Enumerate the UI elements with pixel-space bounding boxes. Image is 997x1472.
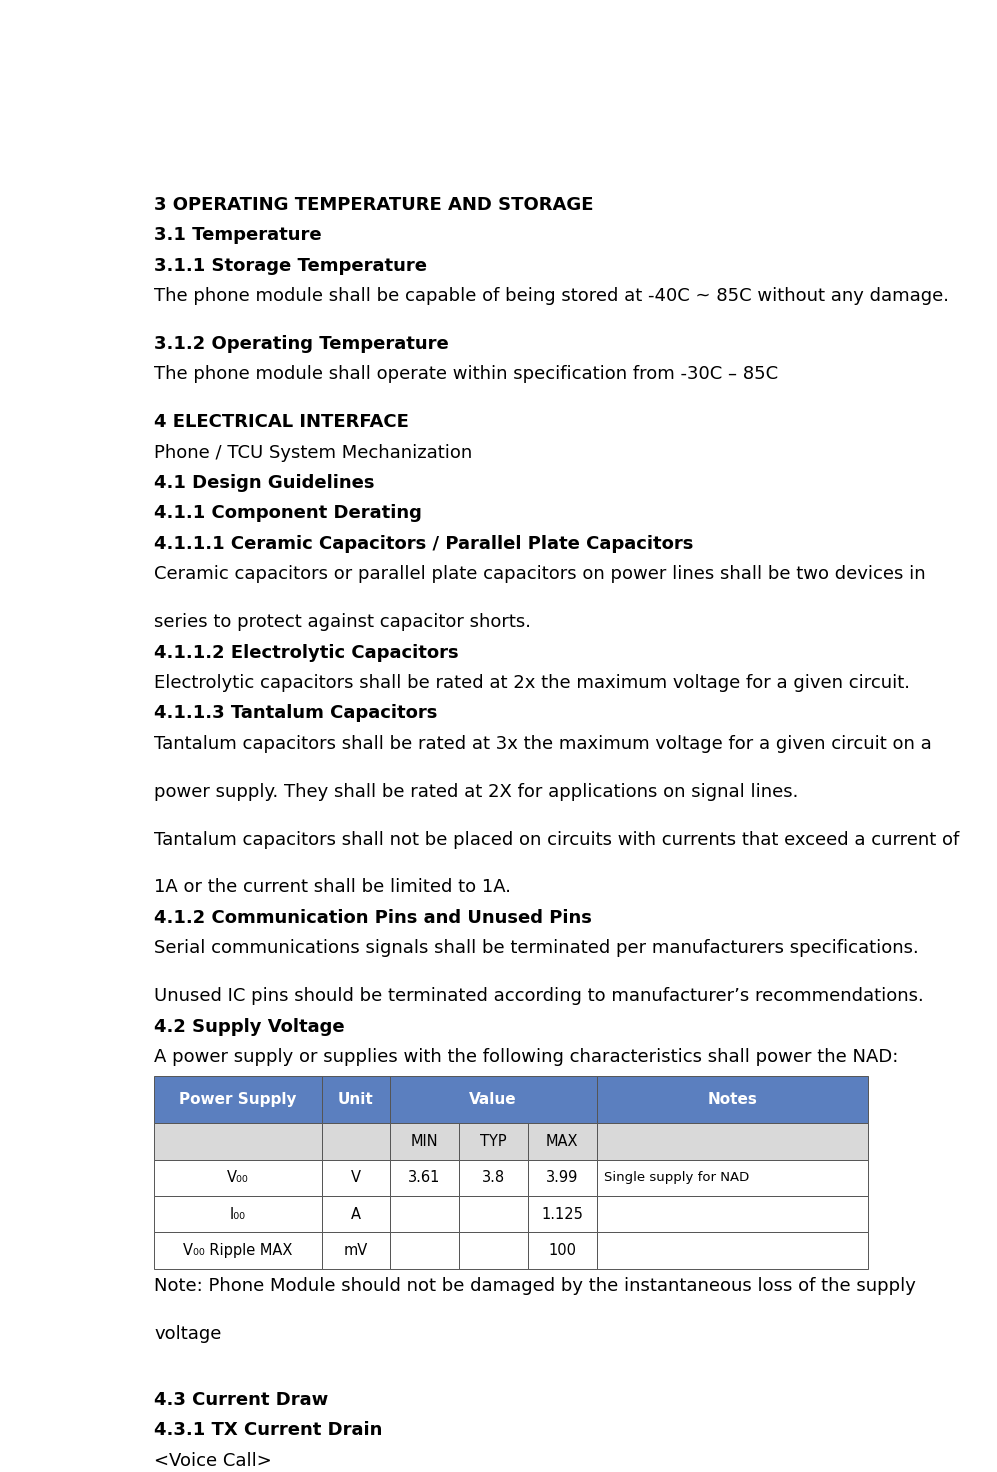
Text: The phone module shall be capable of being stored at -40C ~ 85C without any dama: The phone module shall be capable of bei… bbox=[154, 287, 949, 305]
Bar bbox=[459, 1160, 527, 1197]
Bar bbox=[322, 1160, 390, 1197]
Text: Tantalum capacitors shall not be placed on circuits with currents that exceed a : Tantalum capacitors shall not be placed … bbox=[154, 830, 959, 848]
Text: Notes: Notes bbox=[707, 1092, 758, 1107]
Text: 3.1.1 Storage Temperature: 3.1.1 Storage Temperature bbox=[154, 256, 427, 275]
Bar bbox=[390, 1232, 459, 1269]
Text: 4.1.1.1 Ceramic Capacitors / Parallel Plate Capacitors: 4.1.1.1 Ceramic Capacitors / Parallel Pl… bbox=[154, 534, 693, 553]
Text: mV: mV bbox=[344, 1242, 368, 1259]
Text: voltage: voltage bbox=[154, 1325, 221, 1344]
Text: Unused IC pins should be terminated according to manufacturer’s recommendations.: Unused IC pins should be terminated acco… bbox=[154, 988, 924, 1005]
Bar bbox=[596, 1197, 868, 1232]
Text: A power supply or supplies with the following characteristics shall power the NA: A power supply or supplies with the foll… bbox=[154, 1048, 898, 1066]
Bar bbox=[596, 1123, 868, 1160]
Text: 3.1.2 Operating Temperature: 3.1.2 Operating Temperature bbox=[154, 336, 449, 353]
Text: I₀₀: I₀₀ bbox=[230, 1207, 246, 1222]
Text: power supply. They shall be rated at 2X for applications on signal lines.: power supply. They shall be rated at 2X … bbox=[154, 783, 799, 801]
Text: Note: Phone Module should not be damaged by the instantaneous loss of the supply: Note: Phone Module should not be damaged… bbox=[154, 1278, 916, 1295]
Bar bbox=[390, 1076, 596, 1123]
Text: 3.99: 3.99 bbox=[546, 1170, 578, 1185]
Text: TYP: TYP bbox=[480, 1133, 506, 1150]
Text: Single supply for NAD: Single supply for NAD bbox=[604, 1172, 750, 1185]
Text: V: V bbox=[351, 1170, 361, 1185]
Text: 100: 100 bbox=[548, 1242, 576, 1259]
Text: Unit: Unit bbox=[338, 1092, 374, 1107]
Text: 4.3 Current Draw: 4.3 Current Draw bbox=[154, 1391, 328, 1409]
Text: A: A bbox=[351, 1207, 361, 1222]
Text: 3 OPERATING TEMPERATURE AND STORAGE: 3 OPERATING TEMPERATURE AND STORAGE bbox=[154, 196, 593, 213]
Bar bbox=[154, 1232, 322, 1269]
Text: 4.2 Supply Voltage: 4.2 Supply Voltage bbox=[154, 1017, 345, 1035]
Bar bbox=[390, 1197, 459, 1232]
Text: Phone / TCU System Mechanization: Phone / TCU System Mechanization bbox=[154, 443, 473, 462]
Text: 1.125: 1.125 bbox=[541, 1207, 583, 1222]
Text: series to protect against capacitor shorts.: series to protect against capacitor shor… bbox=[154, 614, 531, 631]
Text: Tantalum capacitors shall be rated at 3x the maximum voltage for a given circuit: Tantalum capacitors shall be rated at 3x… bbox=[154, 735, 932, 752]
Bar bbox=[390, 1123, 459, 1160]
Bar bbox=[596, 1160, 868, 1197]
Text: The phone module shall operate within specification from -30C – 85C: The phone module shall operate within sp… bbox=[154, 365, 778, 383]
Bar bbox=[527, 1197, 596, 1232]
Text: 4.1.1.3 Tantalum Capacitors: 4.1.1.3 Tantalum Capacitors bbox=[154, 704, 438, 723]
Text: 4.1.1 Component Derating: 4.1.1 Component Derating bbox=[154, 505, 422, 523]
Bar bbox=[154, 1160, 322, 1197]
Bar bbox=[322, 1232, 390, 1269]
Text: 4.1.2 Communication Pins and Unused Pins: 4.1.2 Communication Pins and Unused Pins bbox=[154, 908, 592, 927]
Text: Electrolytic capacitors shall be rated at 2x the maximum voltage for a given cir: Electrolytic capacitors shall be rated a… bbox=[154, 674, 910, 692]
Bar bbox=[154, 1123, 322, 1160]
Bar bbox=[154, 1076, 322, 1123]
Bar bbox=[459, 1197, 527, 1232]
Text: 4.3.1 TX Current Drain: 4.3.1 TX Current Drain bbox=[154, 1420, 383, 1440]
Text: 4.1 Design Guidelines: 4.1 Design Guidelines bbox=[154, 474, 375, 492]
Text: 4.1.1.2 Electrolytic Capacitors: 4.1.1.2 Electrolytic Capacitors bbox=[154, 643, 459, 661]
Text: MAX: MAX bbox=[546, 1133, 578, 1150]
Bar bbox=[596, 1232, 868, 1269]
Text: MIN: MIN bbox=[411, 1133, 438, 1150]
Bar bbox=[527, 1123, 596, 1160]
Text: Serial communications signals shall be terminated per manufacturers specificatio: Serial communications signals shall be t… bbox=[154, 939, 919, 957]
Bar bbox=[390, 1160, 459, 1197]
Text: <Voice Call>: <Voice Call> bbox=[154, 1451, 272, 1469]
Text: Power Supply: Power Supply bbox=[179, 1092, 297, 1107]
Text: Ceramic capacitors or parallel plate capacitors on power lines shall be two devi: Ceramic capacitors or parallel plate cap… bbox=[154, 565, 925, 583]
Text: 1A or the current shall be limited to 1A.: 1A or the current shall be limited to 1A… bbox=[154, 879, 511, 896]
Bar bbox=[459, 1232, 527, 1269]
Text: Value: Value bbox=[470, 1092, 516, 1107]
Text: V₀₀ Ripple MAX: V₀₀ Ripple MAX bbox=[183, 1242, 292, 1259]
Bar bbox=[459, 1123, 527, 1160]
Text: 3.8: 3.8 bbox=[482, 1170, 504, 1185]
Bar bbox=[596, 1076, 868, 1123]
Bar bbox=[322, 1076, 390, 1123]
Text: 3.1 Temperature: 3.1 Temperature bbox=[154, 227, 322, 244]
Bar bbox=[527, 1160, 596, 1197]
Bar bbox=[322, 1123, 390, 1160]
Bar bbox=[322, 1197, 390, 1232]
Text: 3.61: 3.61 bbox=[408, 1170, 441, 1185]
Bar bbox=[527, 1232, 596, 1269]
Text: V₀₀: V₀₀ bbox=[227, 1170, 248, 1185]
Text: 4 ELECTRICAL INTERFACE: 4 ELECTRICAL INTERFACE bbox=[154, 414, 409, 431]
Bar bbox=[154, 1197, 322, 1232]
